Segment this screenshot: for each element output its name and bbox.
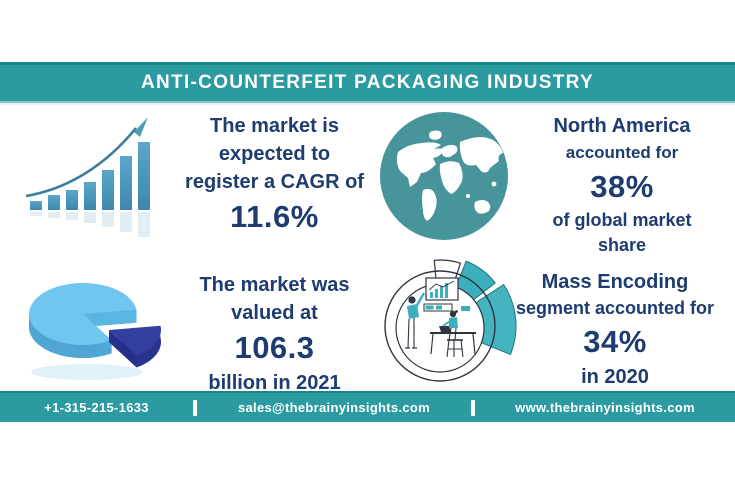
- footer-bar: +1-315-215-1633 sales@thebrainyinsights.…: [0, 391, 735, 422]
- stat-mass-line: segment accounted for: [515, 298, 715, 318]
- stat-mass-encoding: Mass Encoding segment accounted for 34% …: [495, 262, 735, 391]
- stat-value-line: valued at: [231, 302, 318, 324]
- stat-value-line: billion in 2021: [208, 372, 341, 394]
- stat-cagr-line: register a CAGR of: [185, 171, 364, 193]
- stat-mass-value: 34%: [583, 324, 647, 359]
- pie-chart-3d-icon: [29, 282, 161, 380]
- stat-na-line: of global market: [552, 210, 692, 230]
- stat-north-america: North America accounted for 38% of globa…: [512, 108, 732, 258]
- stat-value-number: 106.3: [234, 330, 315, 365]
- stat-na-line: accounted for: [565, 143, 679, 162]
- footer-website: www.thebrainyinsights.com: [515, 400, 695, 415]
- footer-separator: [193, 399, 197, 416]
- stat-market-value: The market was valued at 106.3 billion i…: [172, 265, 377, 397]
- footer-phone: +1-315-215-1633: [44, 400, 149, 415]
- analysts-illustration-icon: [384, 259, 517, 382]
- stat-na-line: share: [597, 235, 647, 255]
- stat-cagr-line: The market is: [210, 115, 339, 137]
- stat-na-line: North America: [553, 115, 691, 137]
- page-title: ANTI-COUNTERFEIT PACKAGING INDUSTRY: [141, 72, 594, 93]
- stat-value-line: The market was: [199, 274, 350, 296]
- world-globe-icon: [380, 112, 508, 240]
- header-bar: ANTI-COUNTERFEIT PACKAGING INDUSTRY: [0, 62, 735, 101]
- stat-cagr-value: 11.6%: [230, 199, 319, 234]
- stat-mass-line: Mass Encoding: [541, 271, 689, 293]
- footer-separator: [471, 399, 475, 416]
- stat-cagr-line: expected to: [218, 143, 331, 165]
- stat-cagr: The market is expected to register a CAG…: [162, 112, 387, 238]
- footer-email: sales@thebrainyinsights.com: [238, 400, 430, 415]
- stat-mass-line: in 2020: [581, 366, 649, 388]
- growth-bar-chart-icon: [25, 117, 150, 237]
- stat-na-value: 38%: [590, 169, 654, 204]
